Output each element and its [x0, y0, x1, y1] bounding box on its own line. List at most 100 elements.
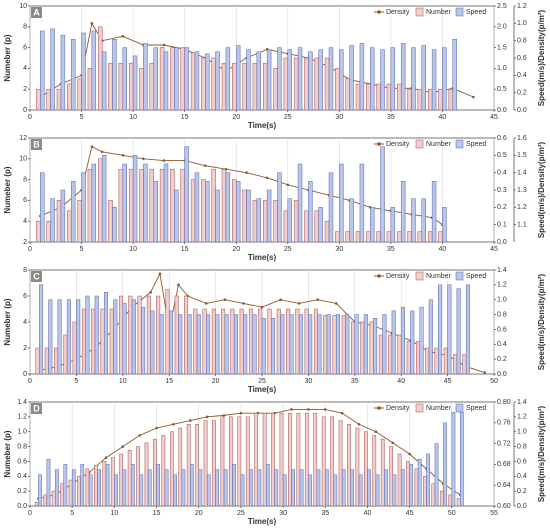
bar [465, 284, 470, 375]
bar [50, 28, 55, 111]
bar [256, 51, 262, 111]
bar [225, 172, 231, 243]
bar [51, 490, 56, 507]
bar [375, 474, 380, 507]
legend-label: Speed [466, 273, 486, 280]
y-tick-label: 1.4 [17, 399, 27, 406]
bar [240, 474, 245, 507]
density-point [162, 159, 166, 162]
y-tick-label: 2.0 [497, 24, 507, 31]
y-tick-label: 0.2 [497, 356, 507, 363]
y-tick-label: 0.6 [17, 458, 27, 465]
y-axis-label: Numeber (p) [3, 298, 12, 345]
bar [289, 314, 294, 375]
bar [345, 231, 350, 243]
bar [256, 198, 262, 243]
plot-area [29, 137, 495, 243]
bar [410, 310, 415, 375]
y-tick-label: 0.1 [497, 222, 507, 229]
bar [88, 474, 93, 507]
y-tick-label: 2 [23, 86, 27, 93]
bar [448, 88, 454, 111]
y-tick-label: 0.0 [517, 503, 527, 510]
bar [100, 308, 105, 375]
bar [144, 442, 149, 507]
legend-label: Number [426, 141, 452, 148]
bar [324, 220, 330, 243]
bar [271, 318, 276, 375]
y-tick-label: 1.5 [497, 44, 507, 51]
bar [215, 469, 220, 507]
bar [283, 210, 289, 243]
x-tick-label: 35 [321, 510, 329, 517]
density-point [323, 408, 327, 411]
bar [239, 308, 244, 375]
density-point [172, 422, 175, 426]
bar [156, 464, 161, 507]
bar [359, 43, 365, 111]
legend-label: Density [386, 9, 410, 16]
bar [460, 412, 464, 507]
legend-dot [377, 10, 381, 14]
bar [293, 200, 299, 243]
bar [80, 464, 85, 507]
panel-label-box [31, 271, 42, 282]
bar [143, 163, 148, 243]
x-tick-label: 30 [279, 510, 287, 517]
bar [211, 168, 216, 243]
bar [252, 200, 258, 243]
y-tick-label: 8 [23, 176, 27, 183]
bar [451, 412, 456, 507]
bar [85, 295, 90, 375]
bar [252, 314, 257, 375]
bar [101, 51, 107, 111]
y-tick-label: 4 [23, 319, 27, 326]
bar [46, 220, 51, 243]
bar [70, 39, 76, 111]
bar [38, 474, 42, 507]
panel: 0 5 10 15 20 25 30 35 40 45 0 2 4 6 8 10 0.0 0.5 1.0 1.5 2.0… [3, 3, 546, 130]
bar [358, 474, 363, 507]
x-tick-label: 50 [448, 510, 456, 517]
bar [67, 83, 72, 111]
bar [190, 464, 194, 507]
bar [112, 39, 117, 111]
bar [314, 210, 319, 243]
y-tick-label: 0.2 [17, 488, 27, 495]
bar [46, 88, 51, 111]
bar [183, 295, 189, 375]
bar [60, 189, 66, 243]
y-tick-label: 0.64 [497, 482, 511, 489]
bar [102, 461, 107, 507]
y-tick-label: 6 [23, 197, 27, 204]
bar [232, 464, 236, 507]
bar [388, 334, 393, 375]
density-point [223, 298, 227, 302]
bar [206, 314, 211, 375]
bar [87, 168, 93, 243]
y-tick-label: 1.0 [497, 297, 507, 304]
bar [283, 57, 289, 111]
bar [308, 181, 313, 243]
bar [274, 469, 279, 507]
legend-swatch [415, 403, 424, 413]
y-tick-label: 1.4 [517, 170, 527, 177]
y-tick-label: 10 [19, 156, 27, 163]
y2-axis-label: Speed(m/s)/Density(p/m²) [537, 405, 546, 502]
bar [421, 45, 426, 111]
bar [211, 308, 216, 375]
bar [201, 57, 206, 111]
y-tick-label: 1.6 [517, 135, 527, 142]
bar [196, 314, 201, 375]
bar [350, 469, 355, 507]
bar [391, 310, 396, 375]
bar [206, 474, 211, 507]
x-tick-label: 20 [212, 378, 220, 385]
bar [389, 446, 394, 507]
bar [376, 83, 381, 111]
bar [354, 314, 359, 375]
x-tick-label: 0 [28, 510, 32, 517]
bar [153, 438, 157, 507]
y-tick-label: 2 [23, 239, 27, 246]
bar [316, 469, 321, 507]
